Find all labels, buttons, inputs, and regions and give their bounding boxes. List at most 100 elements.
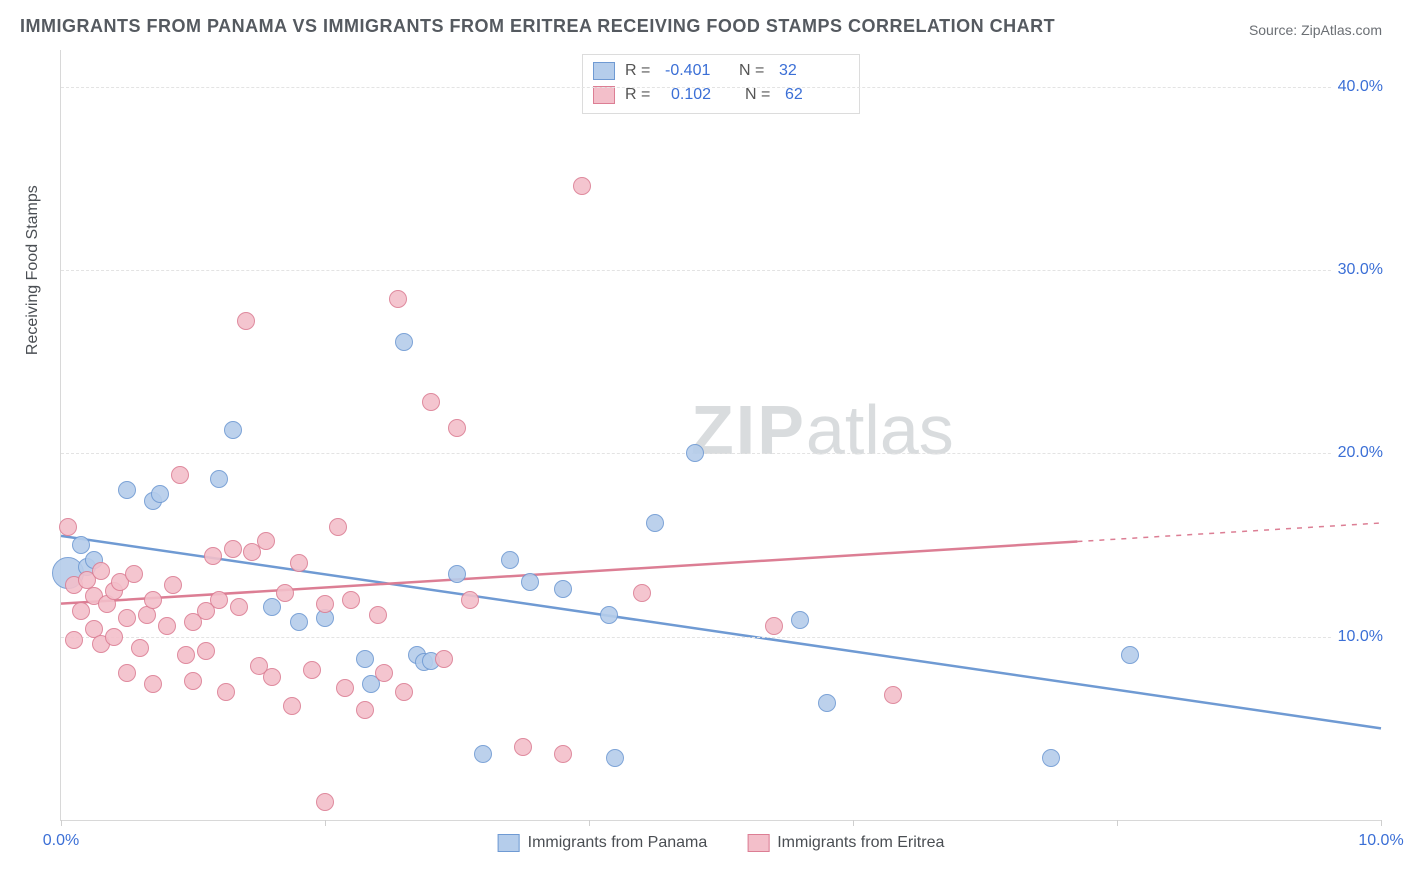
data-point bbox=[342, 591, 360, 609]
data-point bbox=[151, 485, 169, 503]
x-tick-label: 0.0% bbox=[43, 832, 79, 850]
data-point bbox=[276, 584, 294, 602]
legend-swatch-panama bbox=[498, 834, 520, 852]
x-tick-label: 10.0% bbox=[1358, 832, 1403, 850]
data-point bbox=[818, 694, 836, 712]
data-point bbox=[171, 466, 189, 484]
x-tick bbox=[61, 820, 62, 826]
data-point bbox=[164, 576, 182, 594]
data-point bbox=[303, 661, 321, 679]
data-point bbox=[224, 421, 242, 439]
data-point bbox=[336, 679, 354, 697]
data-point bbox=[204, 547, 222, 565]
n-label: N = bbox=[739, 59, 769, 83]
y-tick-label: 30.0% bbox=[1332, 261, 1383, 279]
watermark-zip: ZIP bbox=[691, 391, 806, 469]
data-point bbox=[72, 536, 90, 554]
data-point bbox=[184, 672, 202, 690]
legend-item-panama: Immigrants from Panama bbox=[498, 834, 708, 852]
y-axis-label: Receiving Food Stamps bbox=[24, 185, 42, 355]
r-label: R = bbox=[625, 59, 655, 83]
data-point bbox=[448, 565, 466, 583]
data-point bbox=[554, 580, 572, 598]
data-point bbox=[158, 617, 176, 635]
data-point bbox=[65, 631, 83, 649]
data-point bbox=[230, 598, 248, 616]
legend: Immigrants from Panama Immigrants from E… bbox=[498, 834, 945, 852]
data-point bbox=[448, 419, 466, 437]
data-point bbox=[646, 514, 664, 532]
legend-swatch-eritrea bbox=[747, 834, 769, 852]
data-point bbox=[118, 609, 136, 627]
data-point bbox=[210, 591, 228, 609]
data-point bbox=[217, 683, 235, 701]
y-tick-label: 40.0% bbox=[1332, 78, 1383, 96]
data-point bbox=[263, 668, 281, 686]
swatch-panama bbox=[593, 62, 615, 80]
data-point bbox=[765, 617, 783, 635]
data-point bbox=[263, 598, 281, 616]
data-point bbox=[461, 591, 479, 609]
data-point bbox=[257, 532, 275, 550]
chart-title: IMMIGRANTS FROM PANAMA VS IMMIGRANTS FRO… bbox=[20, 16, 1055, 37]
data-point bbox=[395, 333, 413, 351]
data-point bbox=[197, 642, 215, 660]
legend-label-panama: Immigrants from Panama bbox=[528, 834, 708, 852]
data-point bbox=[554, 745, 572, 763]
data-point bbox=[514, 738, 532, 756]
data-point bbox=[791, 611, 809, 629]
data-point bbox=[389, 290, 407, 308]
swatch-eritrea bbox=[593, 86, 615, 104]
data-point bbox=[606, 749, 624, 767]
x-tick bbox=[589, 820, 590, 826]
data-point bbox=[118, 481, 136, 499]
data-point bbox=[290, 554, 308, 572]
data-point bbox=[884, 686, 902, 704]
legend-label-eritrea: Immigrants from Eritrea bbox=[777, 834, 944, 852]
gridline bbox=[61, 637, 1381, 638]
data-point bbox=[356, 701, 374, 719]
r-value-panama: -0.401 bbox=[665, 59, 729, 83]
data-point bbox=[1042, 749, 1060, 767]
x-tick bbox=[1117, 820, 1118, 826]
data-point bbox=[210, 470, 228, 488]
source-credit: Source: ZipAtlas.com bbox=[1249, 22, 1382, 38]
data-point bbox=[1121, 646, 1139, 664]
gridline bbox=[61, 87, 1381, 88]
data-point bbox=[329, 518, 347, 536]
data-point bbox=[59, 518, 77, 536]
correlation-stats-box: R = -0.401 N = 32 R = 0.102 N = 62 bbox=[582, 54, 860, 114]
scatter-plot-area: ZIPatlas R = -0.401 N = 32 R = 0.102 N =… bbox=[60, 50, 1381, 821]
data-point bbox=[369, 606, 387, 624]
x-tick bbox=[853, 820, 854, 826]
y-tick-label: 20.0% bbox=[1332, 444, 1383, 462]
data-point bbox=[283, 697, 301, 715]
data-point bbox=[224, 540, 242, 558]
legend-item-eritrea: Immigrants from Eritrea bbox=[747, 834, 944, 852]
data-point bbox=[600, 606, 618, 624]
data-point bbox=[501, 551, 519, 569]
data-point bbox=[316, 793, 334, 811]
data-point bbox=[356, 650, 374, 668]
x-tick bbox=[325, 820, 326, 826]
watermark: ZIPatlas bbox=[691, 390, 954, 470]
data-point bbox=[474, 745, 492, 763]
data-point bbox=[177, 646, 195, 664]
watermark-atlas: atlas bbox=[806, 391, 954, 469]
data-point bbox=[131, 639, 149, 657]
x-tick bbox=[1381, 820, 1382, 826]
data-point bbox=[521, 573, 539, 591]
data-point bbox=[316, 595, 334, 613]
data-point bbox=[573, 177, 591, 195]
data-point bbox=[72, 602, 90, 620]
y-tick-label: 10.0% bbox=[1332, 628, 1383, 646]
data-point bbox=[686, 444, 704, 462]
data-point bbox=[237, 312, 255, 330]
data-point bbox=[144, 675, 162, 693]
data-point bbox=[395, 683, 413, 701]
data-point bbox=[435, 650, 453, 668]
data-point bbox=[375, 664, 393, 682]
data-point bbox=[125, 565, 143, 583]
stats-row-panama: R = -0.401 N = 32 bbox=[593, 59, 849, 83]
data-point bbox=[422, 393, 440, 411]
